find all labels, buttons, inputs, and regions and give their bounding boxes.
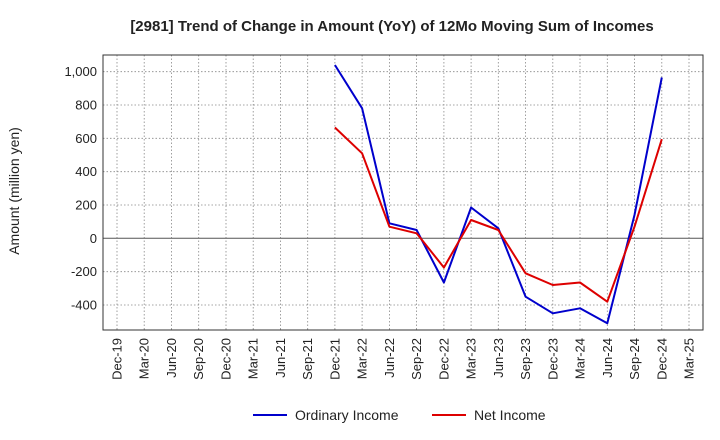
x-tick-label: Mar-20 [137,338,152,379]
x-tick-label: Sep-23 [518,338,533,380]
x-tick-label: Sep-24 [627,338,642,380]
legend-label: Ordinary Income [295,407,399,423]
x-tick-label: Sep-21 [300,338,315,380]
x-tick-label: Sep-22 [409,338,424,380]
x-tick-label: Dec-20 [219,338,234,380]
legend-label: Net Income [474,407,546,423]
grid-lines [103,55,703,330]
legend: Ordinary Income Net Income [253,407,546,423]
x-tick-label: Mar-22 [355,338,370,379]
y-tick-label: 0 [90,231,97,246]
x-tick-label: Dec-21 [327,338,342,380]
y-axis-ticks: -400 -200 0 200 400 600 800 1,000 [64,64,97,312]
x-tick-label: Jun-20 [164,338,179,378]
x-tick-label: Mar-21 [246,338,261,379]
series-line-ordinary-income [334,64,663,325]
series-lines [334,64,663,325]
y-tick-label: -400 [71,298,97,313]
x-tick-label: Dec-24 [654,338,669,380]
series-line-net-income [334,126,663,303]
x-tick-label: Dec-19 [110,338,125,380]
chart-title: [2981] Trend of Change in Amount (YoY) o… [130,18,653,35]
y-tick-label: 800 [75,98,97,113]
x-tick-label: Dec-23 [545,338,560,380]
x-axis-ticks: Dec-19 Mar-20 Jun-20 Sep-20 Dec-20 Mar-21 Jun-… [110,338,697,380]
y-tick-label: -200 [71,264,97,279]
y-tick-label: 200 [75,198,97,213]
plot-area-frame [102,54,704,331]
x-tick-label: Jun-21 [273,338,288,378]
x-tick-label: Jun-24 [600,338,615,378]
x-tick-label: Jun-22 [382,338,397,378]
x-tick-label: Jun-23 [491,338,506,378]
x-tick-label: Mar-24 [573,338,588,379]
x-tick-label: Sep-20 [191,338,206,380]
x-tick-label: Dec-22 [436,338,451,380]
y-tick-label: 1,000 [64,64,97,79]
y-tick-label: 600 [75,131,97,146]
y-axis-label: Amount (million yen) [6,127,22,255]
x-tick-label: Mar-25 [682,338,697,379]
x-tick-label: Mar-23 [464,338,479,379]
y-tick-label: 400 [75,164,97,179]
